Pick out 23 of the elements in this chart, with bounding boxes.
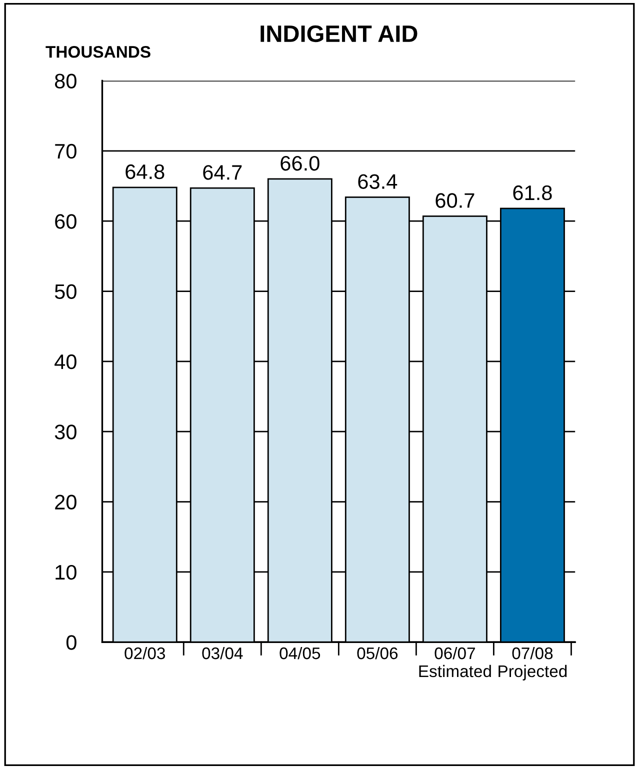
data-label: 63.4: [358, 174, 398, 189]
y-tick-label: 50: [54, 284, 76, 300]
y-tick-label: 10: [56, 564, 76, 580]
y-tick-label: 80: [54, 74, 76, 88]
data-label: 61.8: [513, 185, 552, 200]
chart-title: INDIGENT AID: [260, 25, 418, 42]
y-tick-label: 70: [55, 144, 76, 159]
x-tick-label: 02/03: [124, 646, 165, 660]
y-tick-label: 30: [54, 424, 76, 440]
x-tick-label: 07/08 Projected: [498, 646, 567, 680]
data-label: 60.7: [436, 193, 474, 208]
data-label: 64.7: [203, 165, 242, 180]
y-tick-label: 60: [55, 214, 76, 229]
y-tick-label: 0: [66, 635, 76, 650]
x-tick-label: 05/06: [357, 646, 398, 660]
x-tick-label: 06/07 Estimated: [419, 646, 491, 678]
data-label: 66.0: [280, 156, 320, 171]
x-tick-label: 04/05: [280, 646, 320, 660]
y-tick-label: 20: [55, 494, 76, 510]
data-label: 64.8: [126, 164, 164, 180]
x-tick-label: 03/04: [202, 646, 243, 660]
y-axis-title: THOUSANDS: [46, 46, 150, 58]
y-tick-label: 40: [54, 354, 76, 370]
